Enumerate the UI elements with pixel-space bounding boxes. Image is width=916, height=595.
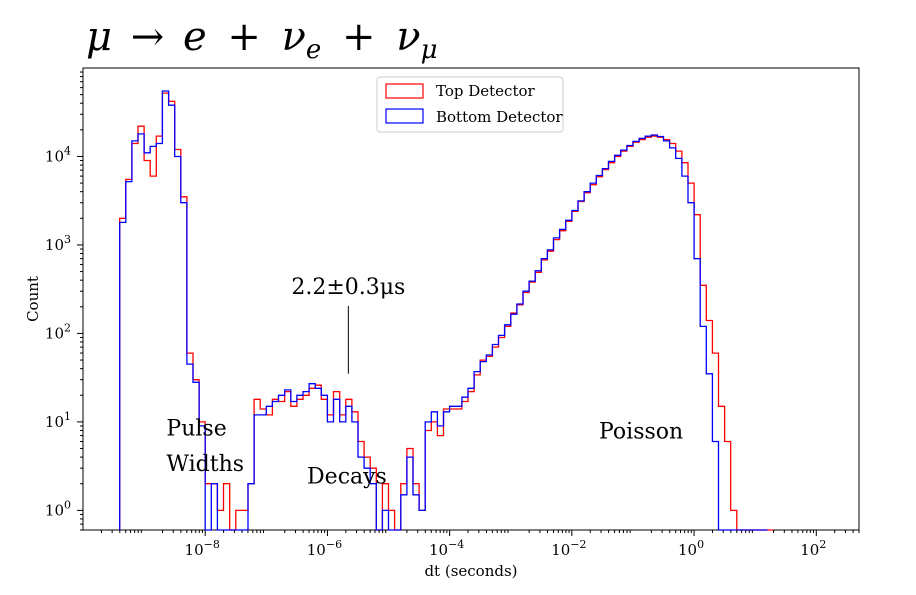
annotation-3: Decays — [307, 465, 387, 490]
y-tick-label: 100 — [45, 498, 71, 519]
y-tick-label: 101 — [45, 410, 71, 431]
x-tick-label: 10−8 — [185, 538, 220, 559]
x-tick-label: 102 — [800, 538, 826, 559]
legend-label-top: Top Detector — [436, 82, 536, 100]
annotation-2: Widths — [166, 452, 244, 477]
legend-swatch-bottom — [385, 108, 424, 124]
annotation-layer: 2.2±0.3μs Pulse Widths Decays Poisson — [166, 275, 683, 490]
histogram-layer — [119, 90, 774, 531]
x-tick-label: 10−6 — [307, 538, 342, 559]
annotation-0: 2.2±0.3μs — [291, 275, 405, 300]
tick-layer: 10−8 10−6 10−4 10−2 100 102 100 101 102 103 104 — [45, 71, 860, 559]
annotation-1: Pulse — [166, 417, 226, 442]
x-tick-label: 10−2 — [551, 538, 586, 559]
x-tick-label: 100 — [678, 538, 704, 559]
legend-label-bottom: Bottom Detector — [436, 108, 563, 126]
y-tick-label: 104 — [45, 144, 71, 165]
annotation-4: Poisson — [599, 419, 683, 444]
histogram-series-bottom — [119, 90, 768, 531]
legend-swatch-top — [385, 83, 424, 99]
legend: Top Detector Bottom Detector — [376, 76, 564, 133]
plot-frame — [82, 67, 860, 531]
y-tick-label: 103 — [45, 233, 71, 254]
x-axis-label: dt (seconds) — [424, 562, 517, 580]
chart-title: μ → e + νe + νμ — [86, 14, 437, 68]
y-tick-label: 102 — [45, 321, 71, 342]
x-tick-label: 10−4 — [429, 538, 464, 559]
y-axis-label: Count — [24, 276, 42, 322]
